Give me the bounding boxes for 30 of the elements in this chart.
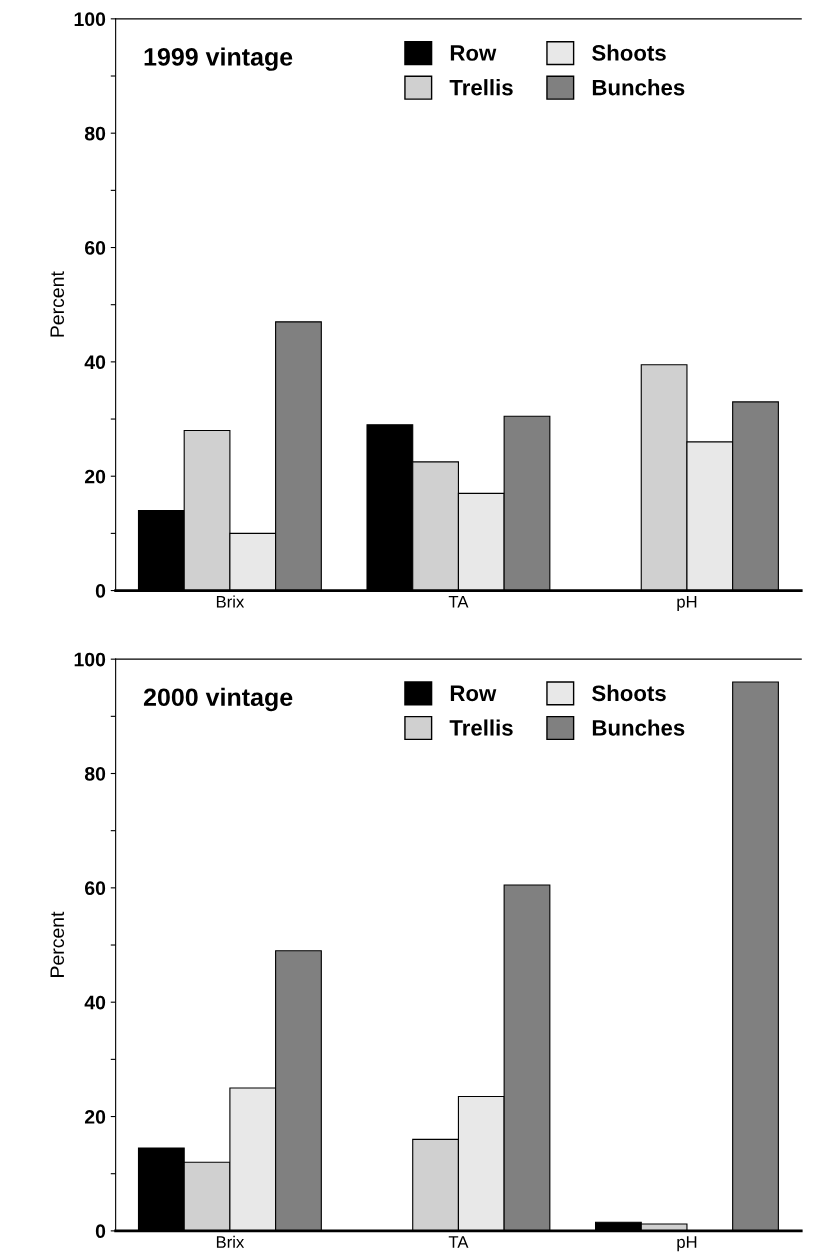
legend-label: Row: [450, 685, 497, 702]
y-tick-label: 20: [84, 1110, 106, 1124]
y-axis-title: Percent: [50, 271, 65, 337]
y-tick-label: 100: [74, 12, 106, 27]
y-tick-label: 100: [74, 652, 106, 667]
legend-label: Shoots: [592, 44, 666, 61]
x-tick-label: Brix: [216, 595, 245, 608]
x-tick-label: Brix: [216, 1235, 245, 1248]
legend-label: Bunches: [592, 79, 685, 96]
text: 2000 vintage: [143, 687, 293, 712]
y-tick-label: 20: [84, 469, 106, 484]
y-tick-label: 60: [85, 881, 106, 896]
legend-label: Shoots: [592, 684, 666, 702]
y-tick-label: 40: [84, 995, 106, 1010]
y-tick-label: 40: [84, 355, 106, 370]
text: 1999 vintage: [144, 47, 293, 71]
y-tick-label: 0: [95, 1224, 106, 1239]
x-tick-label: pH: [677, 596, 697, 611]
y-tick-label: 0: [95, 584, 106, 598]
y-axis-title: Percent: [50, 911, 65, 977]
y-tick-label: 80: [84, 766, 106, 781]
y-tick-label: 80: [84, 126, 106, 141]
x-tick-label: TA: [448, 596, 469, 608]
legend-label: Bunches: [592, 719, 685, 736]
legend-label: Trellis: [449, 79, 513, 96]
y-tick-label: 60: [85, 240, 106, 255]
x-tick-label: TA: [448, 1236, 469, 1248]
x-tick-label: pH: [677, 1236, 697, 1252]
legend-label: Trellis: [449, 719, 513, 736]
legend-label: Row: [450, 45, 497, 61]
